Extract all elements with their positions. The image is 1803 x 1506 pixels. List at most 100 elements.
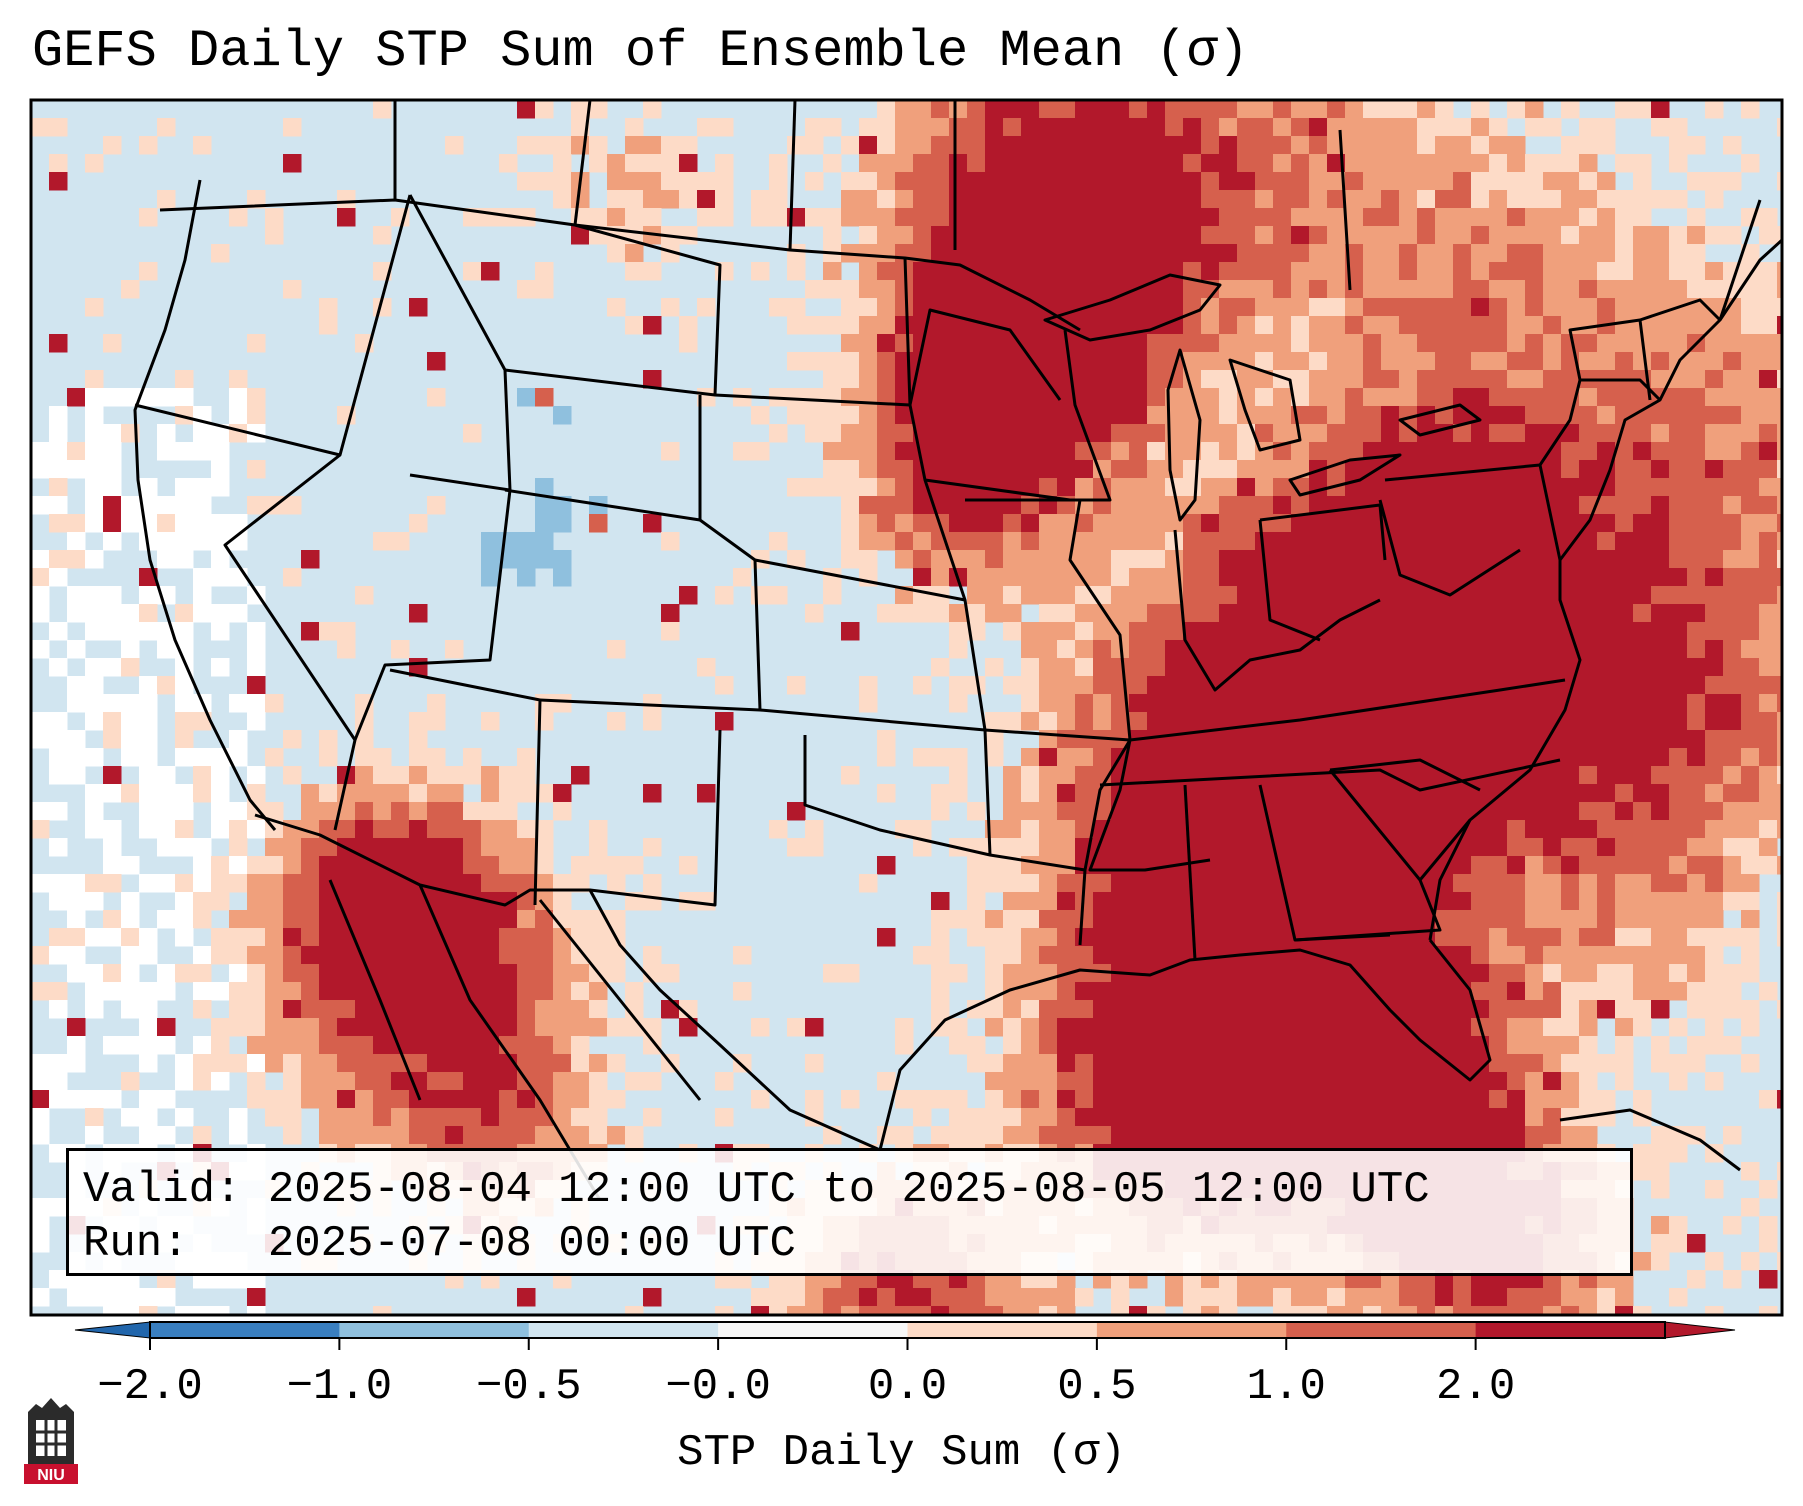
stp-cell bbox=[913, 838, 932, 857]
stp-cell bbox=[1291, 658, 1310, 677]
stp-cell bbox=[1183, 118, 1202, 137]
stp-cell bbox=[895, 298, 914, 317]
stp-cell bbox=[1129, 910, 1148, 929]
stp-cell bbox=[1399, 874, 1418, 893]
stp-cell bbox=[1309, 442, 1328, 461]
stp-cell bbox=[895, 208, 914, 227]
stp-cell bbox=[1687, 1036, 1706, 1055]
stp-cell bbox=[1507, 874, 1526, 893]
stp-cell bbox=[985, 712, 1004, 731]
stp-cell bbox=[1219, 820, 1238, 839]
stp-cell bbox=[121, 1072, 140, 1091]
stp-cell bbox=[1615, 190, 1634, 209]
stp-cell bbox=[1507, 820, 1526, 839]
stp-cell bbox=[1597, 676, 1616, 695]
stp-cell bbox=[1309, 766, 1328, 785]
stp-cell bbox=[1579, 586, 1598, 605]
stp-cell bbox=[1309, 208, 1328, 227]
stp-cell bbox=[1489, 1000, 1508, 1019]
stp-cell bbox=[715, 1108, 734, 1127]
stp-cell bbox=[1201, 334, 1220, 353]
stp-cell bbox=[895, 496, 914, 515]
stp-cell bbox=[1075, 316, 1094, 335]
stp-cell bbox=[103, 766, 122, 785]
stp-cell bbox=[967, 244, 986, 263]
stp-cell bbox=[1075, 604, 1094, 623]
stp-cell bbox=[967, 118, 986, 137]
stp-cell bbox=[1129, 370, 1148, 389]
stp-cell bbox=[265, 1000, 284, 1019]
stp-cell bbox=[1075, 928, 1094, 947]
stp-cell bbox=[1219, 136, 1238, 155]
stp-cell bbox=[121, 1306, 140, 1315]
stp-cell bbox=[1507, 838, 1526, 857]
stp-cell bbox=[1507, 676, 1526, 695]
stp-cell bbox=[841, 1288, 860, 1307]
stp-cell bbox=[1561, 784, 1580, 803]
stp-cell bbox=[1003, 190, 1022, 209]
stp-cell bbox=[1651, 766, 1670, 785]
stp-cell bbox=[1309, 820, 1328, 839]
stp-cell bbox=[229, 604, 248, 623]
stp-cell bbox=[1057, 586, 1076, 605]
stp-cell bbox=[1093, 1000, 1112, 1019]
stp-cell bbox=[1723, 712, 1742, 731]
stp-cell bbox=[283, 1108, 302, 1127]
stp-cell bbox=[211, 442, 230, 461]
stp-cell bbox=[1165, 1000, 1184, 1019]
stp-cell bbox=[1219, 874, 1238, 893]
stp-cell bbox=[1111, 838, 1130, 857]
stp-cell bbox=[553, 1108, 572, 1127]
stp-cell bbox=[1003, 298, 1022, 317]
stp-cell bbox=[427, 802, 446, 821]
stp-cell bbox=[985, 190, 1004, 209]
stp-cell bbox=[1633, 838, 1652, 857]
stp-cell bbox=[1579, 622, 1598, 641]
stp-cell bbox=[1219, 928, 1238, 947]
stp-cell bbox=[805, 1288, 824, 1307]
stp-cell bbox=[247, 982, 266, 1001]
stp-cell bbox=[1129, 1054, 1148, 1073]
stp-cell bbox=[1003, 874, 1022, 893]
stp-cell bbox=[1705, 352, 1724, 371]
stp-cell bbox=[1705, 532, 1724, 551]
stp-cell bbox=[1075, 226, 1094, 245]
stp-cell bbox=[1489, 946, 1508, 965]
stp-cell bbox=[499, 1072, 518, 1091]
stp-cell bbox=[31, 550, 50, 569]
stp-cell bbox=[1057, 1018, 1076, 1037]
stp-cell bbox=[1345, 802, 1364, 821]
logo-text: NIU bbox=[37, 1467, 65, 1484]
stp-cell bbox=[1687, 136, 1706, 155]
stp-cell bbox=[1741, 964, 1760, 983]
stp-cell bbox=[1435, 712, 1454, 731]
stp-cell bbox=[1579, 406, 1598, 425]
stp-cell bbox=[1669, 334, 1688, 353]
stp-cell bbox=[1471, 856, 1490, 875]
stp-cell bbox=[1201, 982, 1220, 1001]
stp-cell bbox=[1633, 1090, 1652, 1109]
stp-cell bbox=[1615, 280, 1634, 299]
stp-cell bbox=[697, 190, 716, 209]
stp-cell bbox=[1273, 424, 1292, 443]
stp-cell bbox=[1435, 100, 1454, 119]
stp-cell bbox=[427, 1072, 446, 1091]
stp-cell bbox=[1309, 748, 1328, 767]
stp-cell bbox=[1633, 1018, 1652, 1037]
stp-cell bbox=[1093, 172, 1112, 191]
stp-cell bbox=[1777, 1162, 1782, 1181]
stp-cell bbox=[85, 964, 104, 983]
stp-cell bbox=[1633, 478, 1652, 497]
stp-cell bbox=[283, 1000, 302, 1019]
stp-cell bbox=[1561, 478, 1580, 497]
stp-cell bbox=[1723, 460, 1742, 479]
stp-cell bbox=[1165, 190, 1184, 209]
stp-cell bbox=[1435, 622, 1454, 641]
stp-cell bbox=[607, 244, 626, 263]
stp-cell bbox=[1129, 784, 1148, 803]
stp-cell bbox=[1669, 802, 1688, 821]
stp-cell bbox=[1273, 730, 1292, 749]
stp-cell bbox=[1399, 1000, 1418, 1019]
stp-cell bbox=[877, 784, 896, 803]
stp-cell bbox=[1111, 514, 1130, 533]
